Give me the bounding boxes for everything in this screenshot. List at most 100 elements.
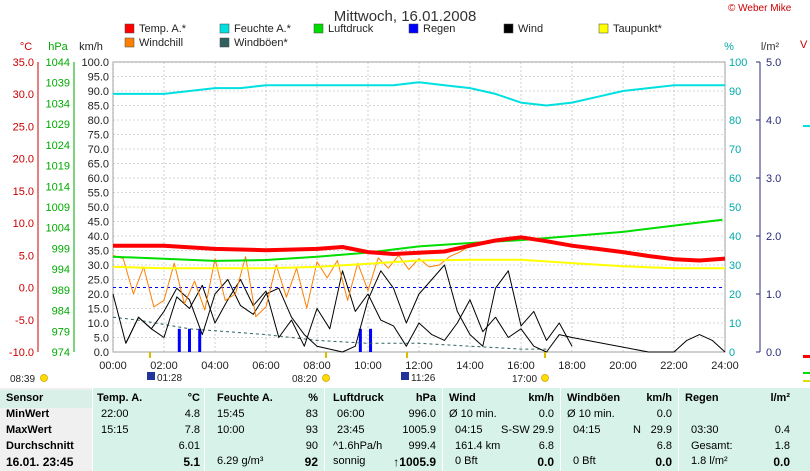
press-max-time: 23:45 bbox=[337, 424, 365, 436]
gust-column: Windböen km/h Ø 10 min. 0.0 04:15 N 29.9 6.8… bbox=[560, 388, 678, 471]
press-avg-row: ^1.6hPa/h 999.4 bbox=[325, 440, 442, 456]
axis-unit-label: °C bbox=[20, 41, 32, 53]
series-wind-detail bbox=[125, 264, 573, 353]
wind-tick: 25.0 bbox=[88, 275, 109, 287]
wind-tick: 60.0 bbox=[88, 173, 109, 185]
wind-unit: km/h bbox=[528, 392, 554, 404]
x-tick: 12:00 bbox=[405, 360, 433, 372]
rain-bar bbox=[188, 328, 191, 352]
humidity-tick: 10 bbox=[729, 318, 741, 330]
hum-max-row: 10:00 93 bbox=[205, 424, 324, 440]
rain-column: Regen l/m² 03:30 0.4 Gesamt: 1.8 1.8 l/m² 0.… bbox=[678, 388, 796, 471]
legend-label: Wind bbox=[518, 23, 543, 35]
wind-tick: 55.0 bbox=[88, 188, 109, 200]
rain-amount: 1.8 l/m² bbox=[691, 455, 728, 467]
chart-title: Mittwoch, 16.01.2008 bbox=[334, 8, 477, 25]
temp-tick: 0.0 bbox=[19, 283, 34, 295]
gust-r2-time: 04:15 bbox=[573, 424, 601, 436]
legend-swatch bbox=[219, 37, 230, 48]
sunrise-time: 08:39 bbox=[10, 374, 35, 385]
temp-tick: -10.0 bbox=[9, 347, 34, 359]
wind-r1-label: Ø 10 min. bbox=[449, 408, 497, 420]
wind-header: Wind km/h bbox=[443, 392, 560, 408]
temp-tick: -5.0 bbox=[15, 315, 34, 327]
humidity-tick: 20 bbox=[729, 289, 741, 301]
wind-tick: 65.0 bbox=[88, 159, 109, 171]
legend-swatch bbox=[598, 23, 609, 34]
hum-max-time: 10:00 bbox=[217, 424, 245, 436]
legend-label: Luftdruck bbox=[328, 23, 374, 35]
x-tick: 08:00 bbox=[303, 360, 331, 372]
gust-row1: Ø 10 min. 0.0 bbox=[561, 408, 678, 424]
rain-header: Regen l/m² bbox=[679, 392, 796, 408]
weather-chart: Mittwoch, 16.01.2008 © Weber Mike V Temp. A… bbox=[9, 3, 810, 385]
press-min-row: 06:00 996.0 bbox=[325, 408, 442, 424]
press-now-row: sonnig ↑1005.9 bbox=[325, 455, 442, 471]
rain-tick: 4.0 bbox=[766, 115, 781, 127]
wind-tick: 70.0 bbox=[88, 144, 109, 156]
pressure-tick: 1029 bbox=[46, 119, 70, 131]
wind-r3-dist: 161.4 km bbox=[455, 440, 501, 452]
gust-r2-value: 29.9 bbox=[650, 424, 672, 436]
rain-total-value: 1.8 bbox=[774, 440, 790, 452]
wind-bft: 0 Bft bbox=[455, 455, 478, 467]
temp-max-row: 15:15 7.8 bbox=[93, 424, 204, 440]
legend-label: Regen bbox=[423, 23, 455, 35]
gust-unit: km/h bbox=[646, 392, 672, 404]
humidity-tick: 60 bbox=[729, 173, 741, 185]
x-tick: 22:00 bbox=[660, 360, 688, 372]
wind-tick: 50.0 bbox=[88, 202, 109, 214]
current-humidity-marker bbox=[803, 125, 810, 127]
x-tick: 06:00 bbox=[252, 360, 280, 372]
x-tick: 24:00 bbox=[711, 360, 739, 372]
humidity-tick: 90 bbox=[729, 86, 741, 98]
humidity-tick: 100 bbox=[729, 57, 747, 69]
press-max-row: 23:45 1005.9 bbox=[325, 424, 442, 440]
pressure-tick: 999 bbox=[52, 243, 70, 255]
moonrise-icon bbox=[147, 372, 155, 380]
temp-min-value: 4.8 bbox=[184, 408, 200, 420]
temp-min-row: 22:00 4.8 bbox=[93, 408, 204, 424]
hum-min-row: 15:45 83 bbox=[205, 408, 324, 424]
gust-r2-dir: N bbox=[633, 424, 641, 436]
press-max-value: 1005.9 bbox=[402, 424, 436, 436]
press-header-label: Luftdruck bbox=[333, 392, 384, 404]
wind-tick: 95.0 bbox=[88, 72, 109, 84]
hum-abs-value: 6.29 g/m³ bbox=[217, 455, 264, 467]
legend-swatch bbox=[124, 23, 135, 34]
copyright-text: © Weber Mike bbox=[728, 3, 792, 14]
rain-row3: Gesamt: 1.8 bbox=[679, 440, 796, 456]
wind-r2-value: 29.9 bbox=[532, 424, 554, 436]
pressure-tick: 989 bbox=[52, 285, 70, 297]
pressure-tick: 1044 bbox=[46, 57, 70, 69]
series-luftdruck bbox=[112, 218, 723, 262]
hum-min-time: 15:45 bbox=[217, 408, 245, 420]
hum-header-label: Feuchte A. bbox=[217, 392, 273, 404]
noon-sun-icon bbox=[322, 374, 330, 382]
rain-bar bbox=[369, 328, 373, 352]
axis-unit-label: hPa bbox=[48, 41, 68, 53]
series-feuchte-a bbox=[113, 81, 725, 107]
x-tick: 04:00 bbox=[201, 360, 229, 372]
gust-r1-label: Ø 10 min. bbox=[567, 408, 615, 420]
moonset-time: 11:26 bbox=[411, 373, 436, 384]
wind-tick: 100.0 bbox=[81, 57, 109, 69]
hum-unit: % bbox=[308, 392, 318, 404]
hum-min-value: 83 bbox=[305, 408, 318, 420]
x-tick: 20:00 bbox=[609, 360, 637, 372]
wind-r2-time: 04:15 bbox=[455, 424, 483, 436]
sunset-icon bbox=[541, 374, 549, 382]
wind-row3: 161.4 km 6.8 bbox=[443, 440, 560, 456]
temp-now-row: 5.1 bbox=[93, 455, 204, 471]
legend-swatch bbox=[219, 23, 230, 34]
rain-bar bbox=[358, 328, 362, 352]
current-date: 16.01. 23:45 bbox=[6, 455, 74, 469]
current-temp-marker bbox=[803, 355, 810, 358]
temp-max-time: 15:15 bbox=[101, 424, 129, 436]
pressure-tick: 1024 bbox=[46, 140, 70, 152]
wind-tick: 40.0 bbox=[88, 231, 109, 243]
temp-max-value: 7.8 bbox=[184, 424, 200, 436]
legend-label: Feuchte A.* bbox=[234, 23, 292, 35]
wind-tick: 15.0 bbox=[88, 304, 109, 316]
wind-tick: 0.0 bbox=[94, 347, 109, 359]
